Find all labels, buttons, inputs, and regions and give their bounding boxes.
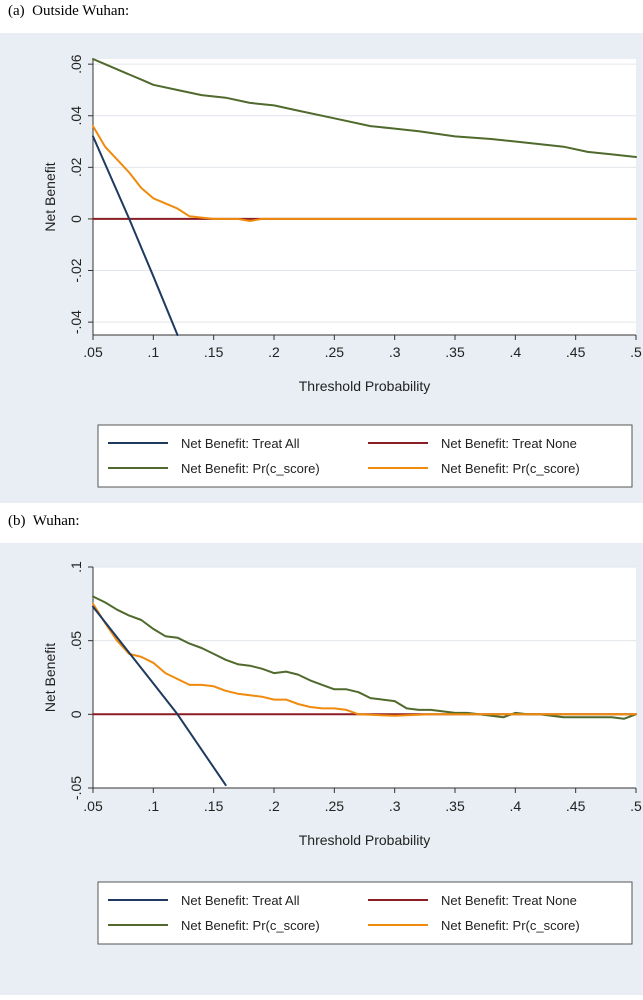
series-line-model-orange	[92, 602, 637, 717]
x-tick-label: .15	[204, 798, 224, 814]
series-line-model-green	[92, 58, 637, 158]
x-tick-label: .1	[147, 798, 159, 814]
legend-label: Net Benefit: Treat All	[181, 893, 300, 908]
x-tick-label: .4	[509, 344, 521, 360]
x-tick-label: .15	[204, 344, 224, 360]
legend-box	[97, 881, 633, 945]
x-tick-label: .3	[389, 344, 401, 360]
x-tick-label: .4	[509, 798, 521, 814]
x-tick-label: .5	[630, 344, 642, 360]
y-tick-label: 0	[68, 215, 84, 223]
y-axis-title: Net Benefit	[42, 643, 58, 712]
y-tick-label: .1	[68, 561, 84, 573]
panel-b-title: (b) Wuhan:	[8, 513, 80, 529]
x-tick-label: .45	[566, 798, 586, 814]
legend-label: Net Benefit: Treat None	[441, 436, 577, 451]
series-line-treat-all	[92, 605, 227, 787]
x-axis-title: Threshold Probability	[299, 378, 431, 394]
x-tick-label: .5	[630, 798, 642, 814]
x-tick-label: .35	[445, 344, 465, 360]
chart-wuhan: -.05 0 .05 .1 .05 .1 .15 .2 .25 .3 .35 .4 .45 .5 Thres…	[0, 543, 643, 995]
y-tick-label: -.02	[68, 258, 84, 282]
y-tick-label: .02	[68, 157, 84, 177]
panel-a-title: (a) Outside Wuhan:	[8, 3, 130, 19]
x-tick-label: .25	[325, 344, 345, 360]
x-tick-label: .25	[325, 798, 345, 814]
x-tick-label: .45	[566, 344, 586, 360]
x-axis-title: Threshold Probability	[299, 832, 431, 848]
legend-label: Net Benefit: Pr(c_score)	[181, 461, 320, 476]
legend-label: Net Benefit: Treat None	[441, 893, 577, 908]
plot-area	[93, 567, 636, 788]
series-line-treat-all	[92, 135, 179, 336]
chart-outside-wuhan: -.04 -.02 0 .02 .04 .06 .05 .1 .15 .2 .25 .3 .35 .4 .4…	[0, 33, 643, 503]
legend-label: Net Benefit: Pr(c_score)	[181, 918, 320, 933]
x-tick-label: .3	[389, 798, 401, 814]
x-tick-label: .05	[83, 798, 103, 814]
x-tick-label: .1	[147, 344, 159, 360]
x-tick-label: .2	[268, 344, 280, 360]
y-axis-title: Net Benefit	[42, 162, 58, 231]
y-tick-label: .06	[68, 54, 84, 74]
x-tick-label: .05	[83, 344, 103, 360]
plot-area	[93, 59, 636, 335]
legend-label: Net Benefit: Pr(c_score)	[441, 918, 580, 933]
y-tick-label: -.05	[68, 776, 84, 800]
series-line-model-orange	[92, 125, 637, 222]
legend-box	[97, 424, 633, 488]
y-tick-label: .04	[68, 106, 84, 126]
x-tick-label: .35	[445, 798, 465, 814]
legend-label: Net Benefit: Pr(c_score)	[441, 461, 580, 476]
legend-label: Net Benefit: Treat All	[181, 436, 300, 451]
y-tick-label: -.04	[68, 310, 84, 334]
y-tick-label: .05	[68, 631, 84, 651]
y-tick-label: 0	[68, 710, 84, 718]
x-tick-label: .2	[268, 798, 280, 814]
